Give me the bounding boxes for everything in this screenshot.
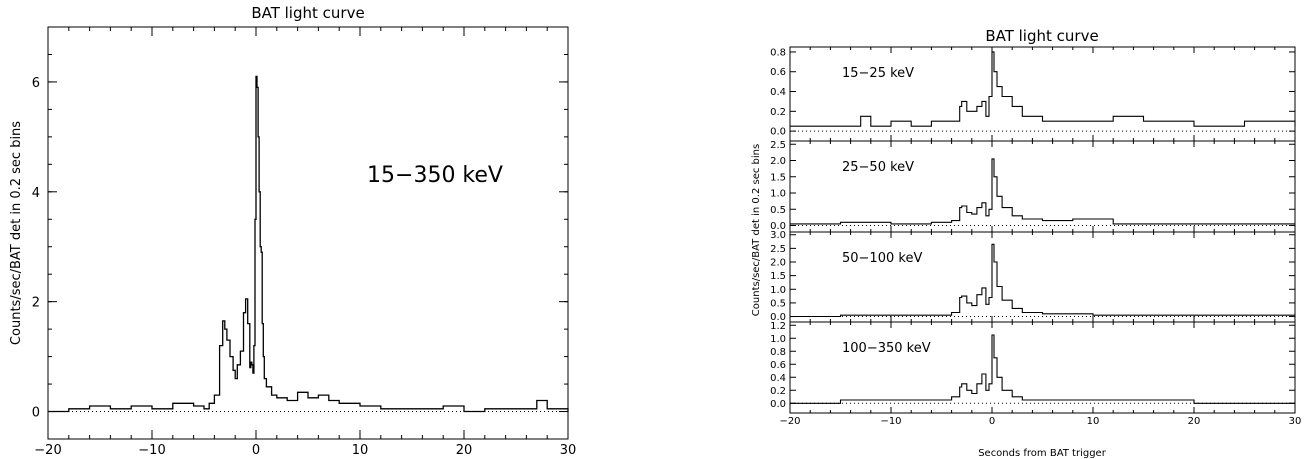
y-tick-label-right: 0.2 (770, 107, 786, 118)
y-tick-label-right: 1.5 (770, 271, 786, 282)
y-tick-label-right: 0.8 (770, 347, 786, 358)
y-tick-label-right: 2.0 (770, 156, 786, 167)
y-tick-label-right: 1.5 (770, 172, 786, 183)
energy-band-label-right: 100−350 keV (842, 341, 931, 356)
y-tick-label-right: 1.0 (770, 285, 786, 296)
y-tick-label-left: 0 (32, 406, 40, 421)
x-tick-label-left: 30 (560, 443, 577, 458)
y-axis-label-left: Counts/sec/BAT det in 0.2 sec bins (9, 121, 24, 345)
energy-panel: 0.0 0.2 0.4 0.6 0.8 1.0 1.2 100−350 keV (770, 321, 1296, 414)
y-tick-label-right: 0.5 (770, 205, 786, 216)
panel-frame-right (789, 140, 1296, 233)
series-line-left (48, 75, 569, 413)
y-tick-label-right: 0.6 (770, 67, 786, 78)
bat-light-curve-chart-right: BAT light curve Counts/sec/BAT det in 0.… (751, 27, 1301, 459)
y-tick-label-right: 0.0 (770, 312, 786, 323)
y-tick-label-right: 0.5 (770, 298, 786, 309)
y-tick-label-right: 0.0 (770, 221, 786, 232)
y-tick-label-right: 1.0 (770, 189, 786, 200)
panel-frame-right (789, 231, 1296, 323)
y-tick-label-right: 0.0 (770, 127, 786, 138)
y-tick-label-right: 3.0 (770, 230, 786, 241)
y-tick-label-right: 0.0 (770, 399, 786, 410)
y-tick-label-left: 4 (32, 186, 40, 201)
x-tick-label-right: −20 (779, 416, 800, 427)
y-tick-label-left: 2 (32, 296, 40, 311)
y-tick-label-right: 0.6 (770, 360, 786, 371)
x-tick-label-right: 10 (1087, 416, 1100, 427)
y-tick-label-right: 0.4 (770, 373, 786, 384)
panel-frame-right (789, 321, 1296, 414)
axis-ticks-left: −20 −10 0 10 20 30 0 2 4 6 (32, 26, 577, 458)
x-axis-label-right: Seconds from BAT trigger (978, 448, 1107, 459)
energy-panel: 0.0 0.5 1.0 1.5 2.0 2.5 25−50 keV (770, 140, 1296, 233)
bat-light-curve-chart-left: BAT light curve Counts/sec/BAT det in 0.… (9, 4, 576, 458)
y-tick-label-right: 0.2 (770, 386, 786, 397)
x-tick-label-right: 0 (989, 416, 995, 427)
y-tick-label-right: 2.0 (770, 258, 786, 269)
y-tick-label-right: 1.0 (770, 334, 786, 345)
y-tick-label-right: 0.8 (770, 47, 786, 58)
chart-title-left: BAT light curve (251, 4, 364, 22)
series-line-right (790, 158, 1295, 225)
series-line-right (790, 334, 1295, 404)
energy-band-label-right: 50−100 keV (842, 251, 922, 266)
x-tick-label-left: −20 (34, 443, 61, 458)
chart-title-right: BAT light curve (985, 27, 1098, 45)
series-group-left (48, 75, 569, 413)
series-line-right (790, 51, 1296, 127)
y-tick-label-right: 1.2 (770, 321, 786, 332)
x-tick-label-left: 20 (456, 443, 473, 458)
energy-band-label-right: 25−50 keV (842, 160, 914, 175)
series-line-right (790, 243, 1295, 318)
energy-panel: 0.0 0.2 0.4 0.6 0.8 15−25 keV (770, 46, 1296, 142)
energy-panel: 0.0 0.5 1.0 1.5 2.0 2.5 3.0 50−100 keV (770, 230, 1296, 323)
x-tick-label-left: −10 (138, 443, 165, 458)
y-axis-label-right: Counts/sec/BAT det in 0.2 sec bins (751, 144, 762, 316)
y-tick-label-right: 0.4 (770, 87, 786, 98)
panel-frame-right (789, 46, 1296, 142)
panels-right: 0.0 0.2 0.4 0.6 0.8 15−25 keV 0.0 0.5 1.0 1.5 2.0 2… (770, 46, 1302, 427)
x-tick-label-right: −10 (880, 416, 901, 427)
y-tick-label-left: 6 (32, 76, 40, 91)
x-tick-label-right: 20 (1188, 416, 1201, 427)
x-tick-label-left: 0 (252, 443, 260, 458)
plot-frame-left (47, 26, 569, 440)
energy-band-label: 15−350 keV (367, 163, 503, 188)
x-tick-label-left: 10 (352, 443, 369, 458)
energy-band-label-right: 15−25 keV (842, 66, 914, 81)
x-tick-label-right: 30 (1289, 416, 1302, 427)
y-tick-label-right: 2.5 (770, 244, 786, 255)
y-tick-label-right: 2.5 (770, 140, 786, 151)
